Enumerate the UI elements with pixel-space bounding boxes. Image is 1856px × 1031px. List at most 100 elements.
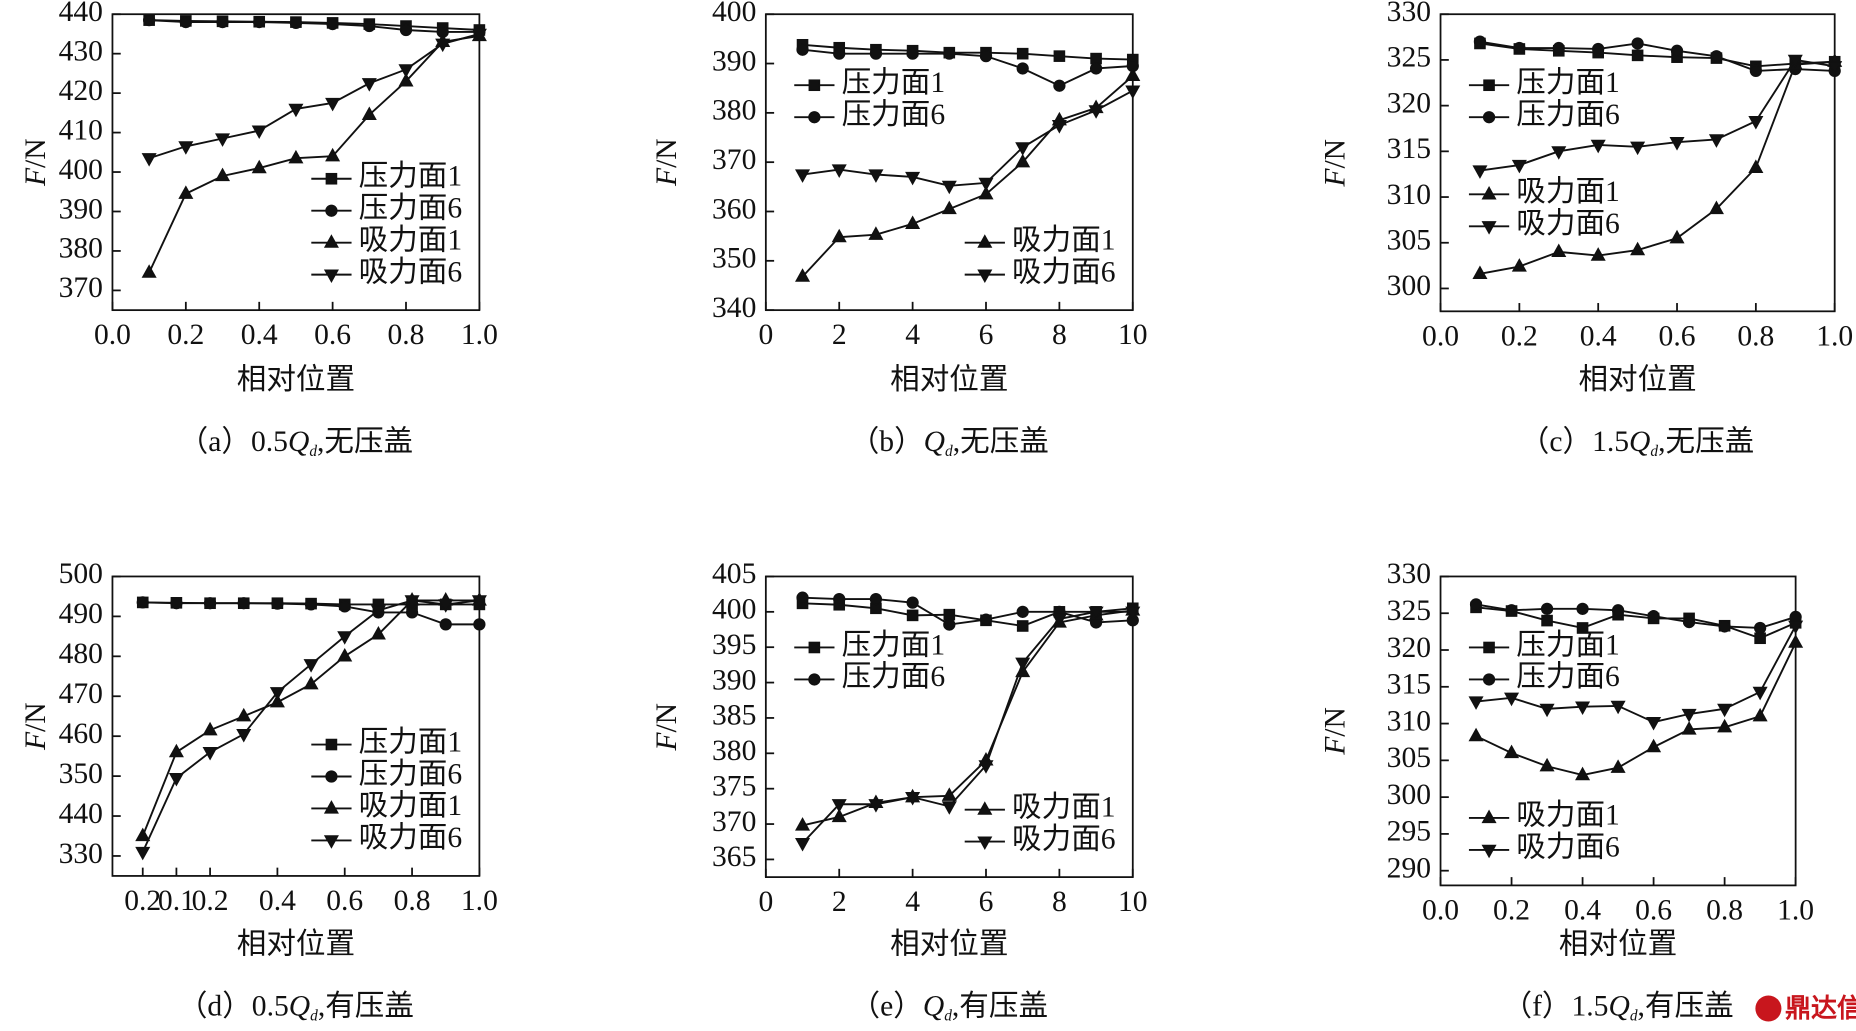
x-tick-label: 0.6 — [326, 885, 363, 917]
marker-triangle-down — [251, 125, 267, 139]
marker-triangle-down — [404, 595, 420, 609]
marker-triangle-down — [1125, 85, 1141, 100]
x-tick-label: 0 — [758, 886, 773, 918]
y-tick-label: 365 — [712, 841, 756, 873]
plot-frame — [764, 575, 1134, 878]
marker-circle — [1089, 62, 1103, 75]
marker-triangle-up — [831, 808, 847, 823]
y-axis-label-part: F — [651, 167, 683, 187]
marker-circle — [796, 43, 809, 56]
x-tick-label: 4 — [905, 319, 920, 351]
caption-part: Q — [288, 426, 309, 458]
marker-circle — [326, 17, 339, 31]
legend-label: 压力面6 — [359, 192, 463, 225]
legend-marker — [977, 269, 993, 284]
marker-triangle-up — [795, 268, 811, 282]
legend-label: 吸力面1 — [359, 223, 463, 256]
marker-triangle-down — [795, 169, 811, 183]
caption-part: ,有压盖 — [952, 989, 1048, 1022]
legend-label: 吸力面6 — [1012, 822, 1116, 855]
marker-circle — [203, 597, 217, 610]
caption-part: d — [309, 443, 317, 460]
watermark-badge: 鼎达信 — [1755, 994, 1856, 1024]
marker-triangle-up — [337, 647, 353, 662]
x-tick-label: 4 — [905, 886, 920, 918]
x-axis-label: 相对位置 — [1559, 928, 1677, 961]
y-tick-label: 390 — [59, 193, 103, 225]
y-tick-label: 385 — [712, 700, 756, 732]
caption-part: Q — [1629, 426, 1650, 458]
x-tick-label: 0.2 — [1501, 320, 1538, 352]
marker-triangle-down — [438, 599, 454, 613]
series-line — [1475, 606, 1797, 640]
marker-triangle-up — [1511, 258, 1527, 272]
y-axis-label: F/N — [1319, 139, 1351, 188]
marker-triangle-up — [978, 185, 994, 200]
plot-frame — [1439, 575, 1797, 887]
legend-label: 压力面1 — [359, 725, 463, 758]
y-tick-label: 370 — [712, 144, 756, 176]
legend-marker — [325, 770, 338, 783]
marker-triangle-up — [325, 147, 341, 162]
legend-label: 吸力面6 — [359, 255, 463, 288]
marker-triangle-up — [1575, 766, 1591, 781]
caption-part: （c）1.5 — [1520, 425, 1629, 458]
x-tick-label: 0.4 — [241, 319, 278, 351]
series-line — [802, 596, 1133, 626]
marker-triangle-up — [168, 743, 184, 758]
marker-triangle-up — [1504, 744, 1520, 759]
legend-marker — [1482, 673, 1496, 686]
marker-circle — [1552, 41, 1565, 55]
series-line — [148, 34, 480, 274]
marker-triangle-up — [1669, 229, 1685, 244]
legend-label: 压力面6 — [842, 98, 946, 131]
series-line — [149, 19, 480, 31]
y-axis-label-part: F — [20, 731, 52, 751]
series-line — [149, 19, 480, 33]
marker-circle — [179, 15, 192, 29]
marker-triangle-down — [337, 631, 353, 645]
x-tick-label: 2 — [832, 319, 847, 351]
marker-triangle-up — [178, 185, 194, 199]
y-axis-label-part: /N — [651, 138, 683, 168]
y-tick-label: 310 — [1387, 179, 1431, 211]
marker-triangle-up — [1472, 265, 1488, 279]
x-axis-label: 相对位置 — [890, 928, 1008, 961]
y-tick-label: 325 — [1387, 595, 1431, 627]
legend-label: 吸力面1 — [1012, 223, 1116, 256]
legend-label: 压力面6 — [1516, 660, 1620, 693]
plot-frame — [111, 13, 481, 312]
legend-marker — [323, 234, 339, 248]
marker-triangle-up — [1630, 241, 1646, 256]
marker-triangle-down — [1752, 686, 1768, 701]
marker-circle — [1749, 64, 1762, 78]
marker-circle — [1016, 62, 1029, 75]
caption: （f）1.5Qd,有压盖 — [1502, 989, 1733, 1024]
series-line — [802, 43, 1133, 61]
marker-triangle-down — [868, 799, 884, 813]
legend-marker — [1481, 809, 1497, 824]
marker-triangle-up — [1468, 727, 1484, 742]
y-tick-label: 400 — [712, 594, 756, 626]
x-tick-label: 0.0 — [1422, 894, 1459, 926]
marker-triangle-up — [236, 707, 252, 722]
caption-part: ,无压盖 — [953, 425, 1049, 458]
marker-triangle-down — [303, 659, 319, 673]
caption-part: d — [1630, 1007, 1638, 1024]
marker-triangle-down — [1669, 137, 1685, 151]
marker-circle — [216, 15, 229, 29]
marker-square — [943, 608, 956, 621]
marker-circle — [237, 597, 250, 610]
marker-triangle-down — [1015, 657, 1031, 672]
caption: （e）Qd,有压盖 — [851, 989, 1049, 1024]
marker-triangle-down — [941, 801, 957, 815]
marker-triangle-down — [1708, 134, 1724, 148]
y-tick-label: 460 — [59, 718, 103, 750]
series-line — [802, 48, 1133, 87]
y-axis-label: F/N — [20, 138, 52, 187]
marker-triangle-down — [1681, 708, 1697, 723]
marker-triangle-down — [471, 28, 487, 43]
y-tick-label: 430 — [59, 35, 103, 67]
y-axis-label-part: /N — [1319, 139, 1351, 169]
